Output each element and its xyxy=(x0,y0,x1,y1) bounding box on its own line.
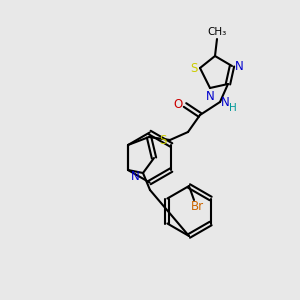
Text: N: N xyxy=(220,95,230,109)
Text: Br: Br xyxy=(190,200,204,214)
Text: CH₃: CH₃ xyxy=(207,27,226,37)
Text: O: O xyxy=(173,98,183,110)
Text: N: N xyxy=(206,89,214,103)
Text: N: N xyxy=(130,169,140,182)
Text: H: H xyxy=(229,103,237,113)
Text: S: S xyxy=(159,134,167,148)
Text: N: N xyxy=(235,59,243,73)
Text: S: S xyxy=(190,61,198,74)
